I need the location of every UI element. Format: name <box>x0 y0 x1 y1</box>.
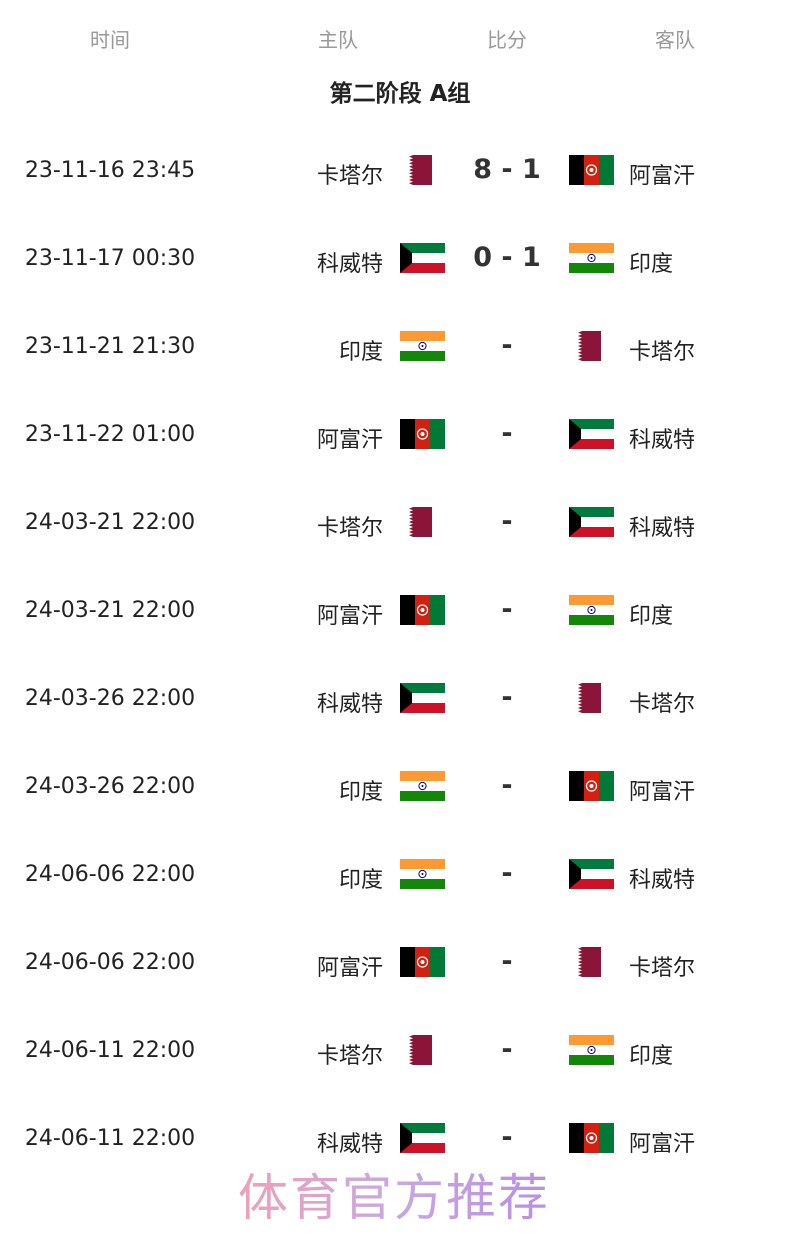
away-team: 科威特 <box>629 868 696 893</box>
match-row[interactable]: 23-11-16 23:45 卡塔尔 8 - 1 阿富汗 <box>0 150 800 190</box>
qatar-flag-icon <box>400 507 445 537</box>
header-score: 比分 <box>487 28 527 52</box>
group-title: 第二阶段 A组 <box>329 81 471 107</box>
match-time: 24-06-06 22:00 <box>24 862 196 887</box>
home-team: 阿富汗 <box>316 428 383 453</box>
home-team: 科威特 <box>316 692 383 717</box>
match-score: - <box>501 682 513 713</box>
qatar-flag-icon <box>569 683 614 713</box>
home-team: 卡塔尔 <box>316 164 383 189</box>
match-score: - <box>501 418 513 449</box>
match-row[interactable]: 24-03-21 22:00 卡塔尔 - 科威特 <box>0 502 800 542</box>
header-away: 客队 <box>655 28 695 52</box>
match-time: 23-11-16 23:45 <box>24 158 196 183</box>
away-team: 卡塔尔 <box>629 340 696 365</box>
match-score: - <box>501 506 513 537</box>
afghanistan-flag-icon <box>569 1123 614 1153</box>
match-row[interactable]: 24-06-11 22:00 卡塔尔 - 印度 <box>0 1030 800 1070</box>
afghanistan-flag-icon <box>400 595 445 625</box>
india-flag-icon <box>569 243 614 273</box>
match-score: - <box>501 1122 513 1153</box>
kuwait-flag-icon <box>569 419 614 449</box>
away-team: 印度 <box>629 252 674 277</box>
india-flag-icon <box>400 771 445 801</box>
home-team: 阿富汗 <box>316 604 383 629</box>
india-flag-icon <box>400 859 445 889</box>
kuwait-flag-icon <box>569 859 614 889</box>
match-time: 24-06-06 22:00 <box>24 950 196 975</box>
away-team: 卡塔尔 <box>629 692 696 717</box>
match-score: 8 - 1 <box>473 154 541 185</box>
match-row[interactable]: 24-03-21 22:00 阿富汗 - 印度 <box>0 590 800 630</box>
home-team: 科威特 <box>316 1132 383 1157</box>
match-score: - <box>501 594 513 625</box>
afghanistan-flag-icon <box>400 947 445 977</box>
kuwait-flag-icon <box>569 507 614 537</box>
home-team: 阿富汗 <box>316 956 383 981</box>
away-team: 阿富汗 <box>629 1132 696 1157</box>
home-team: 卡塔尔 <box>316 516 383 541</box>
match-time: 24-03-21 22:00 <box>24 598 196 623</box>
match-score: - <box>501 1034 513 1065</box>
watermark: 体育官方推荐 <box>238 1169 550 1227</box>
india-flag-icon <box>400 331 445 361</box>
home-team: 卡塔尔 <box>316 1044 383 1069</box>
away-team: 科威特 <box>629 516 696 541</box>
header-home: 主队 <box>318 28 358 52</box>
match-score: 0 - 1 <box>473 242 541 273</box>
match-score: - <box>501 770 513 801</box>
qatar-flag-icon <box>569 331 614 361</box>
match-row[interactable]: 24-06-06 22:00 印度 - 科威特 <box>0 854 800 894</box>
match-score: - <box>501 858 513 889</box>
away-team: 印度 <box>629 1044 674 1069</box>
match-time: 23-11-21 21:30 <box>24 334 196 359</box>
match-row[interactable]: 24-06-06 22:00 阿富汗 - 卡塔尔 <box>0 942 800 982</box>
match-row[interactable]: 23-11-17 00:30 科威特 0 - 1 印度 <box>0 238 800 278</box>
match-time: 24-03-21 22:00 <box>24 510 196 535</box>
afghanistan-flag-icon <box>400 419 445 449</box>
match-time: 24-03-26 22:00 <box>24 686 196 711</box>
match-row[interactable]: 24-03-26 22:00 科威特 - 卡塔尔 <box>0 678 800 718</box>
afghanistan-flag-icon <box>569 771 614 801</box>
home-team: 科威特 <box>316 252 383 277</box>
match-score: - <box>501 946 513 977</box>
kuwait-flag-icon <box>400 683 445 713</box>
match-row[interactable]: 24-06-11 22:00 科威特 - 阿富汗 <box>0 1118 800 1158</box>
match-score: - <box>501 330 513 361</box>
header-time: 时间 <box>90 28 130 52</box>
match-row[interactable]: 23-11-21 21:30 印度 - 卡塔尔 <box>0 326 800 366</box>
match-time: 23-11-22 01:00 <box>24 422 196 447</box>
qatar-flag-icon <box>569 947 614 977</box>
home-team: 印度 <box>338 340 383 365</box>
india-flag-icon <box>569 595 614 625</box>
match-time: 24-06-11 22:00 <box>24 1126 196 1151</box>
afghanistan-flag-icon <box>569 155 614 185</box>
away-team: 印度 <box>629 604 674 629</box>
kuwait-flag-icon <box>400 1123 445 1153</box>
qatar-flag-icon <box>400 155 445 185</box>
kuwait-flag-icon <box>400 243 445 273</box>
qatar-flag-icon <box>400 1035 445 1065</box>
match-row[interactable]: 24-03-26 22:00 印度 - 阿富汗 <box>0 766 800 806</box>
away-team: 卡塔尔 <box>629 956 696 981</box>
away-team: 科威特 <box>629 428 696 453</box>
match-time: 24-03-26 22:00 <box>24 774 196 799</box>
home-team: 印度 <box>338 868 383 893</box>
match-row[interactable]: 23-11-22 01:00 阿富汗 - 科威特 <box>0 414 800 454</box>
india-flag-icon <box>569 1035 614 1065</box>
away-team: 阿富汗 <box>629 780 696 805</box>
home-team: 印度 <box>338 780 383 805</box>
match-time: 23-11-17 00:30 <box>24 246 196 271</box>
match-time: 24-06-11 22:00 <box>24 1038 196 1063</box>
away-team: 阿富汗 <box>629 164 696 189</box>
